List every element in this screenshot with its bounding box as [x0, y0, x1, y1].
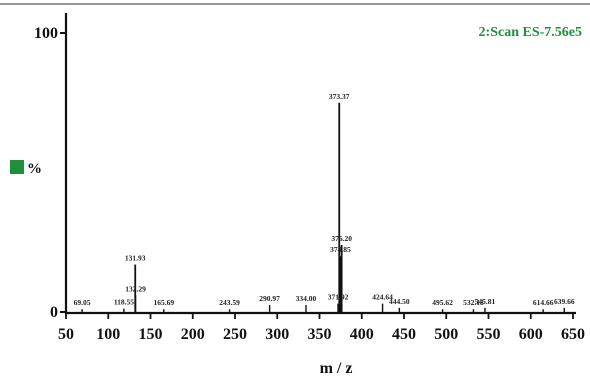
peak-label: 290.97	[259, 294, 280, 303]
peak-label: 373.37	[329, 92, 350, 101]
x-tick-label: 50	[58, 326, 74, 343]
x-tick-label: 400	[350, 326, 374, 343]
x-tick-label: 250	[223, 326, 247, 343]
x-tick-label: 100	[96, 326, 120, 343]
peak-label: 495.62	[432, 298, 453, 307]
peak-label: 639.66	[554, 297, 575, 306]
peak-label: 424.64	[372, 293, 393, 302]
x-tick-label: 550	[477, 326, 501, 343]
y-axis-label: %	[27, 161, 42, 177]
peak-label: 334.00	[296, 294, 317, 303]
legend-swatch	[10, 160, 24, 174]
peaks	[81, 102, 565, 312]
x-tick-label: 500	[434, 326, 458, 343]
x-axis-label: m / z	[320, 360, 353, 376]
x-tick-label: 650	[561, 326, 585, 343]
peak-label: 374.85	[330, 245, 351, 254]
peak-label: 243.59	[219, 298, 240, 307]
x-tick-label: 150	[139, 326, 163, 343]
peak-label: 532.18	[463, 298, 484, 307]
peak-label: 69.05	[74, 298, 91, 307]
peak-label: 444.50	[389, 297, 410, 306]
axes	[0, 3, 590, 315]
y-tick-label: 0	[50, 304, 58, 321]
x-tick-label: 450	[392, 326, 416, 343]
y-axis-ticks: 0 100	[34, 25, 66, 321]
peak-label: 376.20	[331, 234, 352, 243]
x-tick-label: 300	[265, 326, 289, 343]
x-axis-ticks: 50 100 150 200 250 300 350 400 450 500 550 600 650	[58, 313, 585, 343]
peak-labels: 69.05 118.55 131.93 132.29 165.69 243.59 290.9…	[74, 92, 575, 307]
peak-label: 131.93	[125, 254, 146, 263]
peak-label: 371.92	[328, 293, 349, 302]
peak-label: 118.55	[114, 298, 134, 307]
scan-annotation: 2:Scan ES-7.56e5	[479, 25, 582, 40]
x-tick-label: 200	[181, 326, 205, 343]
peak-label: 165.69	[153, 298, 174, 307]
y-tick-label: 100	[34, 25, 58, 42]
peak-label: 545.81	[475, 297, 496, 306]
peak-label: 132.29	[125, 284, 146, 293]
peak-label: 614.66	[533, 298, 554, 307]
x-tick-label: 350	[308, 326, 332, 343]
x-tick-label: 600	[519, 326, 543, 343]
